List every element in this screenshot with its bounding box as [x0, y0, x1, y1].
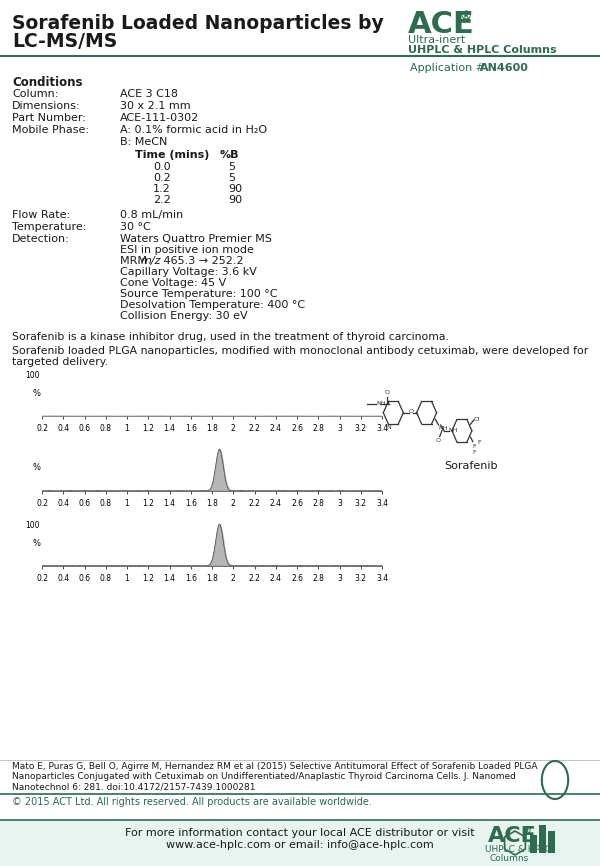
- Text: 465.3 → 252.2: 465.3 → 252.2: [160, 256, 244, 266]
- Text: N: N: [386, 425, 391, 430]
- Text: Sorafenib sample (0.5 µg/mL): Sorafenib sample (0.5 µg/mL): [50, 452, 225, 462]
- Text: Waters Quattro Premier MS: Waters Quattro Premier MS: [120, 234, 272, 244]
- Text: Ultra-inert: Ultra-inert: [408, 35, 465, 45]
- Text: www.ace-hplc.com or email: info@ace-hplc.com: www.ace-hplc.com or email: info@ace-hplc…: [166, 840, 434, 850]
- Text: Application #: Application #: [410, 63, 485, 73]
- Text: Sorafenib loaded nanoparticles: Sorafenib loaded nanoparticles: [50, 527, 235, 537]
- Text: 90: 90: [228, 195, 242, 205]
- Text: A: 0.1% formic acid in H₂O: A: 0.1% formic acid in H₂O: [120, 125, 267, 135]
- Text: Sorafenib Loaded Nanoparticles by: Sorafenib Loaded Nanoparticles by: [12, 14, 384, 33]
- Text: %: %: [32, 389, 40, 397]
- Text: MRM: MRM: [120, 256, 151, 266]
- Text: NH: NH: [449, 428, 458, 433]
- Text: LC-MS/MS: LC-MS/MS: [12, 32, 117, 51]
- Text: For more information contact your local ACE distributor or visit: For more information contact your local …: [125, 828, 475, 838]
- Text: ACE-111-0302: ACE-111-0302: [120, 113, 199, 123]
- Text: Sorafenib is a kinase inhibitor drug, used in the treatment of thyroid carcinoma: Sorafenib is a kinase inhibitor drug, us…: [12, 332, 449, 342]
- Text: Cl: Cl: [474, 417, 480, 422]
- Text: 0.8 mL/min: 0.8 mL/min: [120, 210, 183, 220]
- Text: Cone Voltage: 45 V: Cone Voltage: 45 V: [120, 278, 226, 288]
- Text: F: F: [477, 440, 481, 445]
- Text: 30 °C: 30 °C: [120, 222, 151, 232]
- Text: 90: 90: [228, 184, 242, 194]
- Text: Capillary Voltage: 3.6 kV: Capillary Voltage: 3.6 kV: [120, 267, 257, 277]
- Text: Nanoparticles Conjugated with Cetuximab on Undifferentiated/Anaplastic Thyroid C: Nanoparticles Conjugated with Cetuximab …: [12, 772, 516, 781]
- Text: ACE: ACE: [408, 10, 475, 39]
- Bar: [0, 820, 600, 866]
- Text: Collision Energy: 30 eV: Collision Energy: 30 eV: [120, 311, 248, 321]
- Text: 2.2: 2.2: [153, 195, 171, 205]
- Text: Conditions: Conditions: [12, 76, 83, 89]
- Text: NH: NH: [377, 401, 386, 405]
- Text: 30 x 2.1 mm: 30 x 2.1 mm: [120, 101, 191, 111]
- Text: AN4600: AN4600: [480, 63, 529, 73]
- Text: %: %: [32, 463, 40, 473]
- Bar: [539, 825, 546, 853]
- Text: 0.2: 0.2: [153, 173, 171, 183]
- Text: m/z: m/z: [141, 256, 161, 266]
- Text: Time (mins): Time (mins): [135, 150, 209, 160]
- Text: B: MeCN: B: MeCN: [120, 137, 167, 147]
- Text: ®: ®: [459, 10, 472, 23]
- Text: Sorafenib: Sorafenib: [444, 461, 498, 471]
- Text: Detection:: Detection:: [12, 234, 70, 244]
- Text: Desolvation Temperature: 400 °C: Desolvation Temperature: 400 °C: [120, 300, 305, 310]
- Text: 1.2: 1.2: [153, 184, 171, 194]
- Text: Blank sample of PLGA (poly lactic-co-glycolic acid): Blank sample of PLGA (poly lactic-co-gly…: [50, 377, 348, 387]
- Text: 100: 100: [26, 521, 40, 530]
- Text: Sorafenib loaded PLGA nanoparticles, modified with monoclonal antibody cetuximab: Sorafenib loaded PLGA nanoparticles, mod…: [12, 346, 588, 356]
- Text: UHPLC & HPLC: UHPLC & HPLC: [485, 845, 551, 854]
- Text: F: F: [473, 450, 476, 456]
- Text: 5: 5: [228, 162, 235, 172]
- Text: NH: NH: [439, 426, 448, 430]
- Text: UHPLC & HPLC Columns: UHPLC & HPLC Columns: [408, 45, 557, 55]
- Text: ACE 3 C18: ACE 3 C18: [120, 89, 178, 99]
- Text: nanoparticles: nanoparticles: [50, 388, 131, 398]
- Text: 0.0: 0.0: [153, 162, 170, 172]
- Text: ACE: ACE: [488, 826, 537, 846]
- Text: Column:: Column:: [12, 89, 58, 99]
- Text: Mobile Phase:: Mobile Phase:: [12, 125, 89, 135]
- Text: O: O: [436, 438, 441, 443]
- Text: ESI in positive ion mode: ESI in positive ion mode: [120, 245, 254, 255]
- Text: targeted delivery.: targeted delivery.: [12, 357, 108, 367]
- Text: Part Number:: Part Number:: [12, 113, 86, 123]
- Text: Columns: Columns: [490, 854, 529, 863]
- Text: Dimensions:: Dimensions:: [12, 101, 80, 111]
- Text: 5: 5: [228, 173, 235, 183]
- Text: %B: %B: [220, 150, 239, 160]
- Text: O: O: [409, 410, 414, 414]
- Text: ®: ®: [522, 826, 532, 836]
- Text: O: O: [384, 390, 389, 395]
- Bar: [530, 835, 537, 853]
- Text: Flow Rate:: Flow Rate:: [12, 210, 70, 220]
- Bar: [548, 831, 555, 853]
- Text: Mato E, Puras G, Bell O, Agirre M, Hernandez RM et al (2015) Selective Antitumor: Mato E, Puras G, Bell O, Agirre M, Herna…: [12, 762, 538, 771]
- Text: Source Temperature: 100 °C: Source Temperature: 100 °C: [120, 289, 277, 299]
- Text: 100: 100: [26, 371, 40, 380]
- Text: © 2015 ACT Ltd. All rights reserved. All products are available worldwide.: © 2015 ACT Ltd. All rights reserved. All…: [12, 797, 372, 807]
- Text: %: %: [32, 539, 40, 547]
- Text: Temperature:: Temperature:: [12, 222, 86, 232]
- Text: F: F: [473, 444, 476, 449]
- Text: Nanotechnol 6: 281. doi:10.4172/2157-7439.1000281: Nanotechnol 6: 281. doi:10.4172/2157-743…: [12, 782, 256, 791]
